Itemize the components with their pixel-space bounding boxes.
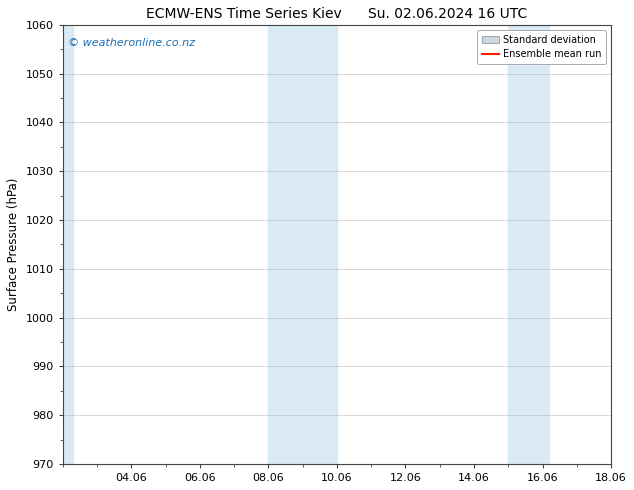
Title: ECMW-ENS Time Series Kiev      Su. 02.06.2024 16 UTC: ECMW-ENS Time Series Kiev Su. 02.06.2024… <box>146 7 527 21</box>
Y-axis label: Surface Pressure (hPa): Surface Pressure (hPa) <box>7 178 20 311</box>
Text: © weatheronline.co.nz: © weatheronline.co.nz <box>68 38 195 48</box>
Bar <box>268 25 337 464</box>
Legend: Standard deviation, Ensemble mean run: Standard deviation, Ensemble mean run <box>477 30 606 64</box>
Bar <box>63 25 73 464</box>
Bar <box>508 25 550 464</box>
